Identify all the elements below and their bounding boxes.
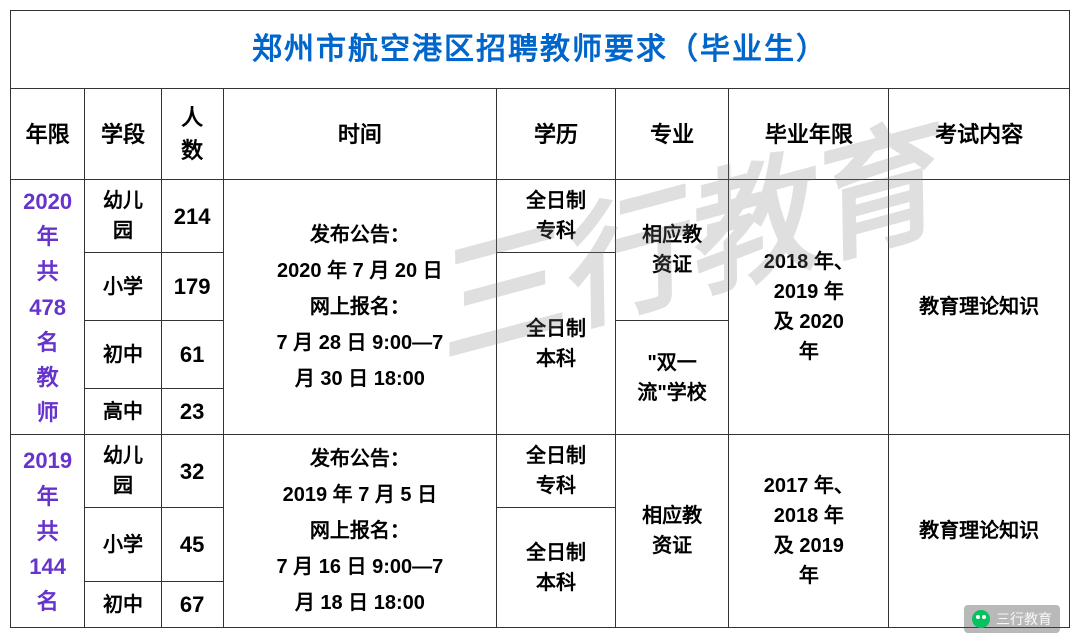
exam-cell-2020: 教育理论知识 xyxy=(889,180,1070,435)
header-gradyear: 毕业年限 xyxy=(729,89,889,180)
stage-cell: 高中 xyxy=(85,389,161,435)
time-cell-2020: 发布公告：2020 年 7 月 20 日网上报名：7 月 28 日 9:00—7… xyxy=(223,180,497,435)
header-stage: 学段 xyxy=(85,89,161,180)
table-row: 2020年共478名教师 幼儿园 214 发布公告：2020 年 7 月 20 … xyxy=(11,180,1070,253)
year-label-2019: 2019年共144名 xyxy=(11,435,85,628)
stage-cell: 小学 xyxy=(85,508,161,582)
header-edu: 学历 xyxy=(497,89,616,180)
exam-cell-2019: 教育理论知识 xyxy=(889,435,1070,628)
stage-cell: 初中 xyxy=(85,582,161,628)
header-major: 专业 xyxy=(615,89,729,180)
stage-cell: 初中 xyxy=(85,321,161,389)
count-cell: 23 xyxy=(161,389,223,435)
table-header-row: 年限 学段 人数 时间 学历 专业 毕业年限 考试内容 xyxy=(11,89,1070,180)
year-label-2020: 2020年共478名教师 xyxy=(11,180,85,435)
major-cell: 相应教资证 xyxy=(615,435,729,628)
header-exam: 考试内容 xyxy=(889,89,1070,180)
count-cell: 32 xyxy=(161,435,223,508)
brand-label: 三行教育 xyxy=(996,609,1052,629)
edu-cell: 全日制专科 xyxy=(497,180,616,253)
brand-badge: 三行教育 xyxy=(964,605,1060,633)
count-cell: 61 xyxy=(161,321,223,389)
count-cell: 67 xyxy=(161,582,223,628)
header-year: 年限 xyxy=(11,89,85,180)
recruitment-table: 郑州市航空港区招聘教师要求（毕业生） 年限 学段 人数 时间 学历 专业 毕业年… xyxy=(10,10,1070,628)
time-cell-2019: 发布公告：2019 年 7 月 5 日网上报名：7 月 16 日 9:00—7月… xyxy=(223,435,497,628)
edu-cell: 全日制本科 xyxy=(497,508,616,628)
table-row: 2019年共144名 幼儿园 32 发布公告：2019 年 7 月 5 日网上报… xyxy=(11,435,1070,508)
header-time: 时间 xyxy=(223,89,497,180)
major-cell: 相应教资证 xyxy=(615,180,729,321)
table-title: 郑州市航空港区招聘教师要求（毕业生） xyxy=(11,11,1070,89)
stage-cell: 幼儿园 xyxy=(85,180,161,253)
gradyear-cell-2020: 2018 年、2019 年及 2020年 xyxy=(729,180,889,435)
count-cell: 214 xyxy=(161,180,223,253)
count-cell: 45 xyxy=(161,508,223,582)
stage-cell: 小学 xyxy=(85,253,161,321)
gradyear-cell-2019: 2017 年、2018 年及 2019年 xyxy=(729,435,889,628)
edu-cell: 全日制专科 xyxy=(497,435,616,508)
header-count: 人数 xyxy=(161,89,223,180)
stage-cell: 幼儿园 xyxy=(85,435,161,508)
edu-cell: 全日制本科 xyxy=(497,253,616,435)
major-cell: "双一流"学校 xyxy=(615,321,729,435)
table-title-row: 郑州市航空港区招聘教师要求（毕业生） xyxy=(11,11,1070,89)
count-cell: 179 xyxy=(161,253,223,321)
wechat-icon xyxy=(972,610,990,628)
